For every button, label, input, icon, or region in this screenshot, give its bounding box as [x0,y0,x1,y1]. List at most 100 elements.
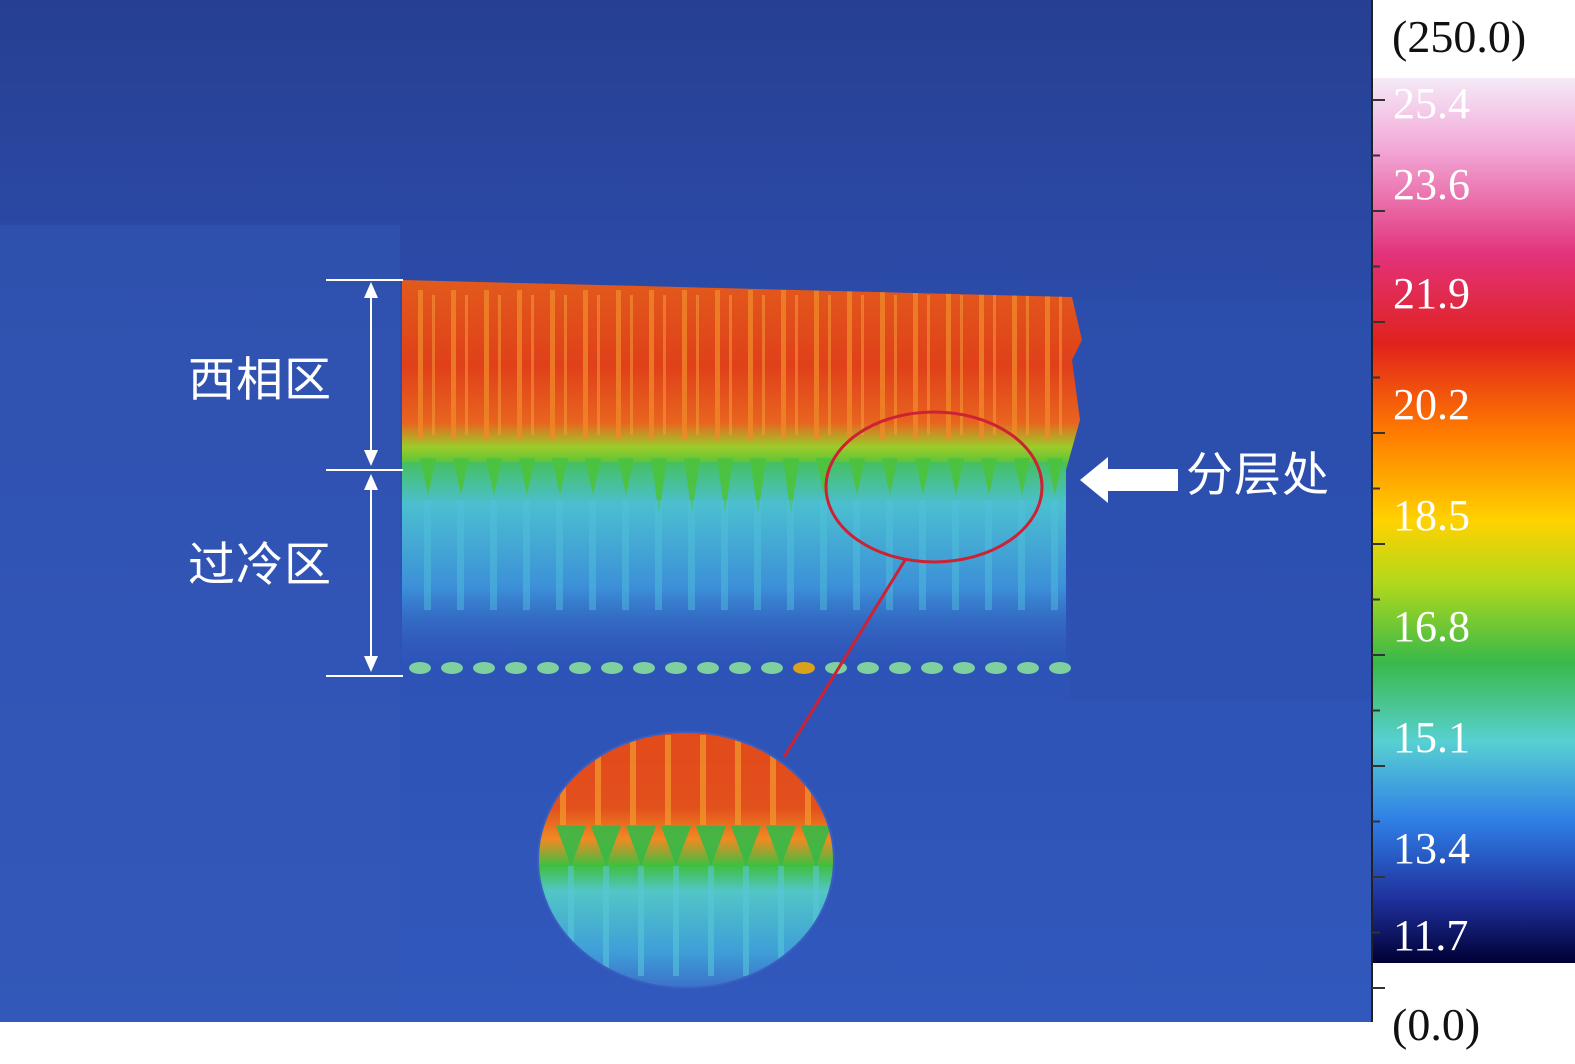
tube-stripe [432,295,435,435]
zoom-spike [731,826,761,866]
nodule [633,662,655,674]
selection-circle [824,410,1044,564]
interface-spike [1047,458,1063,495]
nodule [985,662,1007,674]
cool-streak [523,500,530,610]
tube-stripe [1012,290,1017,440]
nodule [1017,662,1039,674]
colorbar-tick-label: 13.4 [1393,824,1470,873]
dimension-arrowheads [364,282,378,672]
zoom-spike [556,826,586,866]
zoom-spike [626,826,656,866]
zone-dimension-lines [326,279,403,677]
tube-stripe [781,290,786,440]
tube-stripe [531,295,534,435]
interface-spike [717,458,733,515]
zoom-inset-outline [537,731,835,989]
zoom-stripe [665,735,671,825]
zoom-streak [638,866,644,976]
tube-stripe [748,290,753,440]
background-panel [0,225,400,1022]
tube-stripes [418,290,1062,440]
tube-stripe [946,290,951,440]
tube-stripe [649,290,654,440]
cool-streak [1018,500,1025,610]
zoom-streak [673,866,679,976]
cool-streak [985,500,992,610]
interface-spike [882,458,898,495]
nodule [921,662,943,674]
colorbar [1372,78,1575,963]
nodule [569,662,591,674]
interface-spike [486,458,502,495]
cool-streak [754,500,761,610]
nodule [665,662,687,674]
tube-stripe [418,290,423,440]
bottom-nodule-row [409,662,1071,674]
interface-spikes [420,458,1063,610]
interface-spike [420,458,436,495]
interface-spike [585,458,601,495]
colorbar-min-box [1372,963,1575,1064]
tube-stripe [960,295,963,435]
tube-stripe [913,290,918,440]
tube-stripe [795,295,798,435]
tube-stripe [550,290,555,440]
tube-stripe [564,295,567,435]
interface-spike [684,458,700,515]
nodule [793,662,815,674]
nodule [409,662,431,674]
cool-streak [622,500,629,610]
cool-streak [589,500,596,610]
tube-stripe [465,295,468,435]
interface-spike [552,458,568,495]
tube-stripe [927,295,930,435]
tube-stripe [498,295,501,435]
interface-spike [453,458,469,495]
colorbar-tick-label: 25.4 [1393,79,1470,128]
tube-stripe [762,295,765,435]
interface-spike [783,458,799,515]
cool-streak [952,500,959,610]
nodule [857,662,879,674]
tube-stripe [993,295,996,435]
zoom-stripe [595,735,601,825]
nodule [729,662,751,674]
zoom-stripe [770,735,776,825]
colorbar-tick-label: 21.9 [1393,269,1470,318]
subcooled-zone-label: 过冷区 [188,538,332,593]
nodule [761,662,783,674]
background-panel-right [1070,300,1372,700]
interface-spike [750,458,766,515]
colorbar-max-label: (250.0) [1392,11,1527,62]
nodule [953,662,975,674]
zoom-spike [661,826,691,866]
tube-stripe [894,295,897,435]
interface-spike [519,458,535,495]
nodule [441,662,463,674]
cool-streak [919,500,926,610]
cool-streak [787,500,794,610]
stratification-label: 分层处 [1186,448,1330,503]
tube-stripe [1059,295,1062,435]
tube-stripe [715,290,720,440]
subcooled-region [402,462,1066,672]
zoom-spike [696,826,726,866]
cool-streak [721,500,728,610]
zoom-spike [801,826,831,866]
colorbar-tick-label: 11.7 [1393,911,1469,960]
tube-stripe [847,290,852,440]
colorbar-tick-label: 18.5 [1393,491,1470,540]
interface-spike [651,458,667,515]
tube-stripe [583,290,588,440]
zoom-stripe [700,735,706,825]
interface-spike [915,458,931,495]
zoom-stripe [630,735,636,825]
interface-spike [1014,458,1030,495]
colorbar-ticks [1372,99,1385,989]
tube-stripe [1026,295,1029,435]
cool-streak [490,500,497,610]
tube-stripe [517,290,522,440]
colorbar-tick-label: 16.8 [1393,602,1470,651]
